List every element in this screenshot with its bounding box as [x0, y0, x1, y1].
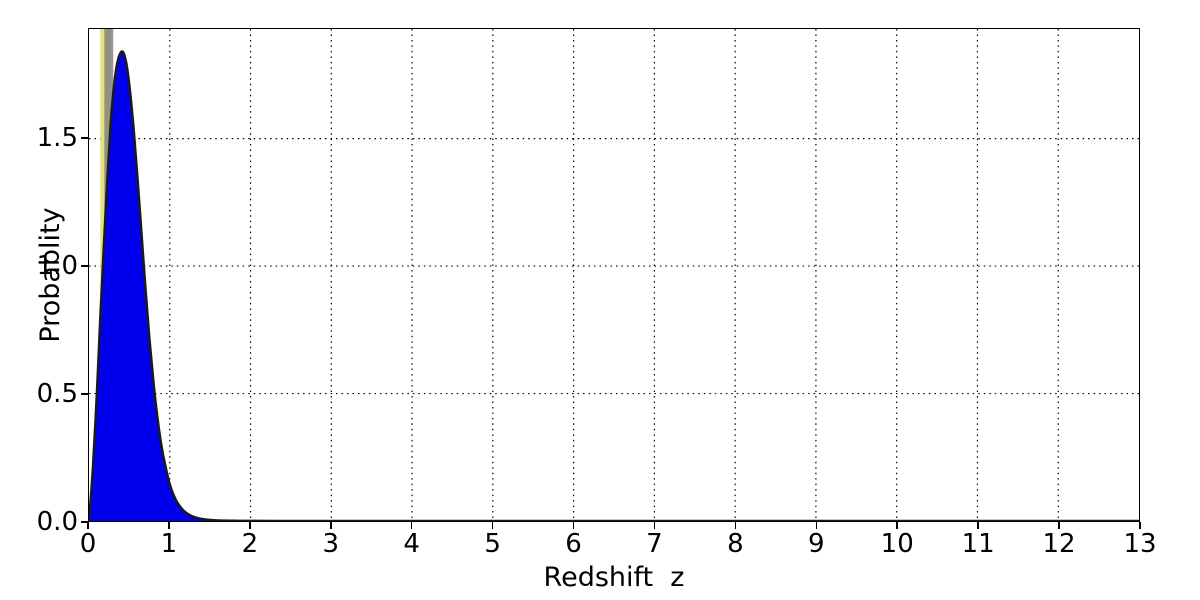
x-tick-label: 3	[322, 529, 340, 559]
x-tickmark	[734, 522, 737, 529]
x-tickmark	[168, 522, 170, 529]
x-tick-label: 2	[241, 529, 259, 559]
y-tickmark	[81, 393, 88, 395]
y-tickmark	[81, 521, 88, 523]
x-tick-label: 11	[961, 529, 995, 559]
x-tick-label: 8	[727, 529, 744, 559]
y-tick-label: 1.5	[36, 123, 78, 154]
y-tickmark	[81, 137, 88, 139]
y-tick-label: 0.0	[36, 507, 78, 537]
y-tick-label: 0.5	[36, 379, 78, 410]
x-tick-label: 0	[79, 529, 97, 559]
y-axis-title: Probablity	[35, 207, 66, 343]
x-tick-label: 6	[565, 529, 582, 559]
x-tick-label: 9	[808, 529, 825, 559]
x-tick-label: 13	[1123, 529, 1157, 559]
x-tick-label: 1	[160, 529, 178, 559]
x-tickmark	[410, 522, 413, 529]
probability-curve	[89, 50, 1139, 521]
plot-area	[88, 28, 1140, 522]
redshift-pdf-fill	[89, 51, 1139, 521]
x-tickmark	[1139, 522, 1141, 529]
x-tick-label: 5	[484, 529, 501, 559]
redshift-pdf-outline	[89, 50, 1139, 521]
x-tick-label: 7	[646, 529, 663, 559]
x-tickmark	[815, 522, 818, 529]
x-tickmark	[572, 522, 575, 529]
x-tickmark	[653, 522, 656, 529]
y-tick-label: 1.0	[36, 251, 78, 282]
x-tickmark	[329, 522, 332, 529]
x-tick-label: 10	[880, 529, 914, 559]
x-tickmark	[249, 522, 251, 529]
y-tickmark	[81, 265, 88, 267]
x-tickmark	[491, 522, 494, 529]
x-tickmark	[87, 522, 89, 529]
x-tickmark	[977, 522, 979, 529]
x-axis-title: Redshift z	[543, 562, 685, 593]
x-tick-label: 4	[403, 529, 420, 559]
x-tick-label: 12	[1042, 529, 1076, 559]
x-tickmark	[1058, 522, 1060, 529]
x-tickmark	[896, 522, 899, 529]
